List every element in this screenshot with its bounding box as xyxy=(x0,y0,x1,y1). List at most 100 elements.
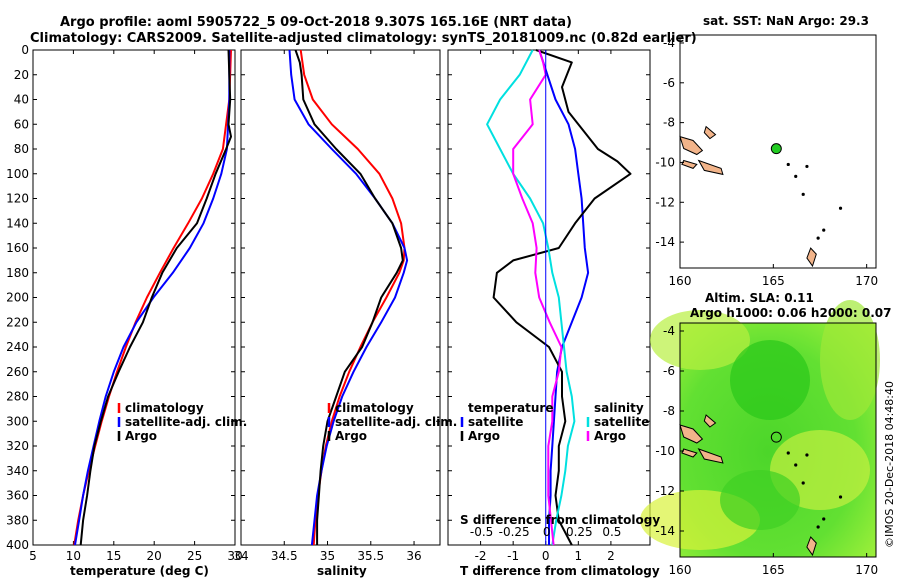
land-island xyxy=(806,536,817,557)
series-line-satellite-adj-clim- xyxy=(74,50,231,546)
x-tick-label: 34.5 xyxy=(271,549,298,563)
sst-map-title: sat. SST: NaN Argo: 29.3 xyxy=(703,14,869,28)
plot-frame xyxy=(32,49,236,546)
temperature-panel: 0 20 40 60 80 100 120 140 160 180 200 220 240 260 280 3… xyxy=(6,43,247,563)
map-y-tick-label: -10 xyxy=(655,155,675,169)
series-line-climatology xyxy=(299,49,406,546)
small-island xyxy=(801,192,805,196)
small-island xyxy=(822,228,826,232)
y-tick-label: 340 xyxy=(6,464,29,478)
diff-legend-label: Argo xyxy=(594,429,626,443)
y-tick-label: 300 xyxy=(6,414,29,428)
diff-legend-label: satellite xyxy=(468,415,523,429)
temperature-xlabel: temperature (deg C) xyxy=(70,564,209,578)
y-tick-label: 0 xyxy=(21,43,29,57)
x-tick-label: 20 xyxy=(147,549,162,563)
map-y-tick-label: -4 xyxy=(663,324,675,338)
sla-anomaly-patch xyxy=(730,340,810,420)
temp-legend-label: climatology xyxy=(125,401,204,415)
land-island xyxy=(806,247,817,268)
y-tick-label: 180 xyxy=(6,266,29,280)
sla-map-title-1: Altim. SLA: 0.11 xyxy=(705,291,814,305)
series-line-argo xyxy=(294,49,404,545)
diff-legend-label: Argo xyxy=(468,429,500,443)
x-tick-label: 10 xyxy=(66,549,81,563)
series-line-s-argo xyxy=(512,49,563,546)
land-island xyxy=(679,135,704,156)
small-island xyxy=(794,174,798,178)
land-island xyxy=(697,448,724,464)
y-tick-label: 100 xyxy=(6,167,29,181)
map-y-tick-label: -4 xyxy=(663,36,675,50)
small-island xyxy=(816,236,820,240)
diff-legend-salinity-title: salinity xyxy=(594,401,644,415)
diff-legend-label: satellite xyxy=(594,415,649,429)
imos-watermark: ©IMOS 20-Dec-2018 04:48:40 xyxy=(883,381,896,548)
y-tick-label: 260 xyxy=(6,365,29,379)
land-island xyxy=(703,414,717,428)
x-tick-label: 2 xyxy=(607,549,615,563)
map-x-tick-label: 170 xyxy=(855,563,878,577)
sla-anomaly-patch xyxy=(650,310,750,370)
land-island xyxy=(679,424,704,444)
x-tick-label: 35.5 xyxy=(357,549,384,563)
map-frame xyxy=(679,322,877,558)
small-island xyxy=(801,481,805,485)
argo-position-marker xyxy=(770,143,782,155)
sal-legend-label: Argo xyxy=(335,429,367,443)
series-line-t-satellite xyxy=(538,49,590,545)
sst-map-panel: 160 165 170 -4 -6 -8 -10 -12 -14 xyxy=(655,34,878,288)
map-y-tick-label: -12 xyxy=(655,484,675,498)
series-line-argo xyxy=(79,49,232,546)
sla-anomaly-patch xyxy=(720,470,800,530)
x-tick-label: -1 xyxy=(507,549,519,563)
small-island xyxy=(838,206,843,210)
map-y-tick-label: -10 xyxy=(655,444,675,458)
map-x-tick-label: 165 xyxy=(762,274,785,288)
map-x-tick-label: 165 xyxy=(762,563,785,577)
y-tick-label: 280 xyxy=(6,390,29,404)
x-tick-label: 30 xyxy=(227,549,242,563)
y-tick-label: 360 xyxy=(6,489,29,503)
sal-legend-label: climatology xyxy=(335,401,414,415)
x-tick-label: 15 xyxy=(106,549,121,563)
s-tick-label: 0.25 xyxy=(566,525,593,539)
sla-anomaly-patch xyxy=(820,300,880,420)
land-island xyxy=(681,159,698,169)
s-tick-label: 0.5 xyxy=(602,525,621,539)
map-frame xyxy=(679,34,877,269)
title-line1: Argo profile: aoml 5905722_5 09-Oct-2018… xyxy=(60,15,572,30)
map-y-tick-label: -8 xyxy=(663,404,675,418)
small-island xyxy=(816,525,820,529)
y-tick-label: 120 xyxy=(6,192,29,206)
y-tick-label: 80 xyxy=(14,142,29,156)
argo-position-marker xyxy=(770,431,782,443)
sla-map-title-2: Argo h1000: 0.06 h2000: 0.07 xyxy=(690,306,891,320)
series-line-t-argo xyxy=(492,49,632,546)
y-tick-label: 240 xyxy=(6,340,29,354)
s-tick-label: 0 xyxy=(543,525,551,539)
x-tick-label: 36 xyxy=(406,549,421,563)
small-island xyxy=(786,451,790,455)
series-line-satellite-adj-clim- xyxy=(288,49,409,546)
sla-map-panel: 160 165 170 -4 -6 -8 -10 -12 -14 xyxy=(640,300,880,577)
salinity-xlabel: salinity xyxy=(317,564,367,578)
diff-xlabel-top: S difference from climatology xyxy=(460,513,660,527)
difference-panel: -2 -1 0 1 2-0.5 -0.25 0 0.25 0.5temperaturesatel… xyxy=(447,49,651,563)
small-island xyxy=(786,162,790,167)
plot-frame xyxy=(240,49,441,546)
x-tick-label: 0 xyxy=(542,549,550,563)
map-y-tick-label: -8 xyxy=(663,116,675,130)
map-x-tick-label: 170 xyxy=(855,274,878,288)
small-island xyxy=(822,517,826,521)
land-island xyxy=(697,159,724,176)
x-tick-label: 34 xyxy=(233,549,248,563)
land-island xyxy=(681,448,698,458)
map-y-tick-label: -14 xyxy=(655,235,675,249)
small-island xyxy=(805,453,809,457)
x-tick-label: 5 xyxy=(29,549,37,563)
x-tick-label: -2 xyxy=(475,549,487,563)
diff-legend-temperature-title: temperature xyxy=(468,401,553,415)
y-tick-label: 60 xyxy=(14,117,29,131)
s-tick-label: -0.25 xyxy=(499,525,530,539)
